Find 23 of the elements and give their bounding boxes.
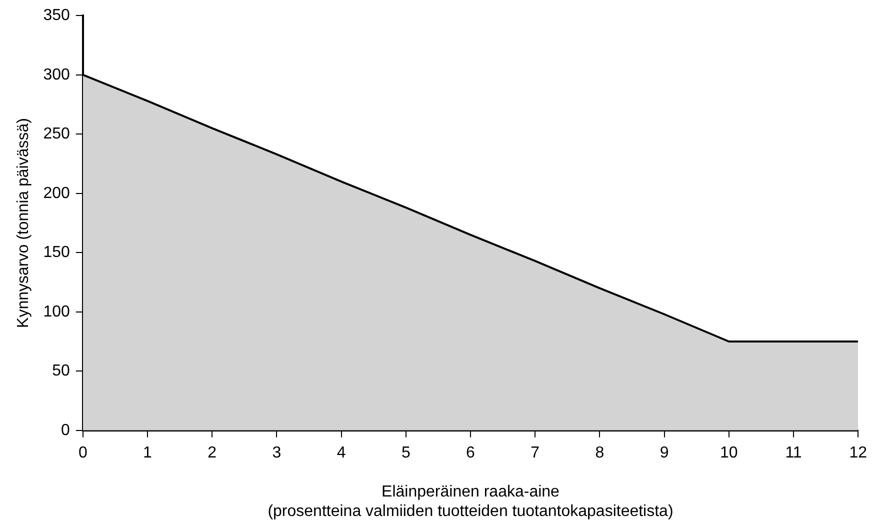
x-tick-label: 0 (78, 444, 88, 462)
x-tick-label: 1 (143, 444, 152, 462)
y-tick-label: 200 (43, 184, 70, 202)
x-tick-label: 8 (595, 444, 604, 462)
y-tick-label: 350 (43, 7, 70, 24)
x-tick-label: 10 (720, 444, 738, 462)
x-tick-label: 4 (336, 444, 346, 462)
y-tick-label: 300 (43, 66, 70, 84)
x-tick-label: 9 (660, 444, 669, 462)
y-tick-label: 50 (52, 362, 70, 380)
x-axis-title: Eläinperäinen raaka-aine (prosentteina valmiiden tuotteiden tuotantokapasiteetista) (268, 484, 674, 520)
x-tick-label: 5 (401, 444, 410, 462)
x-tick-label: 2 (208, 444, 217, 462)
y-tick-label: 100 (43, 303, 70, 320)
y-tick-label: 150 (43, 244, 70, 262)
x-tick-label: 12 (849, 444, 868, 462)
x-tick-label: 11 (785, 444, 802, 462)
x-tick-label: 6 (466, 444, 476, 462)
y-tick-label: 250 (43, 126, 70, 143)
x-tick-label: 7 (530, 444, 540, 462)
x-tick-label: 3 (272, 444, 282, 462)
y-tick-label: 0 (60, 422, 70, 439)
y-axis-title: Kynnysarvo (tonnia päivässä) (15, 118, 32, 328)
